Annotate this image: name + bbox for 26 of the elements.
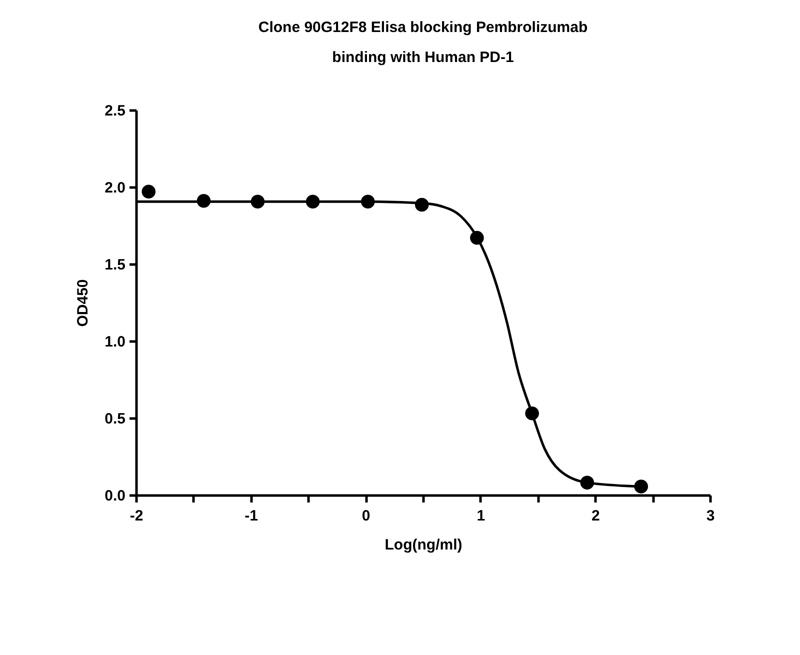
y-tick-label: 0.5	[104, 410, 126, 428]
point	[361, 194, 375, 209]
y-tick-label: 2.5	[104, 102, 126, 120]
x-axis-title: Log(ng/ml)	[384, 536, 462, 554]
point	[580, 476, 594, 490]
x-tick-label: -2	[130, 508, 144, 524]
y-tick-label: 2.0	[104, 180, 126, 196]
point	[196, 194, 211, 208]
y-tick-label: 1.0	[104, 334, 126, 350]
point	[470, 230, 484, 245]
y-tick-label: 1.5	[104, 256, 126, 274]
y-axis-title: OD450	[74, 279, 92, 327]
point	[306, 194, 320, 209]
x-tick-label: 3	[706, 508, 715, 524]
point	[142, 184, 156, 198]
point	[525, 406, 539, 420]
y-tick-label: 0.0	[104, 488, 126, 504]
point	[250, 194, 265, 209]
x-tick-label: 2	[592, 508, 600, 524]
text: Clone 90G12F8 Elisa blocking Pembrolizumab	[258, 19, 588, 36]
x-tick-label: -1	[244, 508, 258, 524]
point	[634, 480, 648, 494]
x-tick-label: 1	[476, 508, 486, 524]
text: binding with Human PD-1	[332, 49, 514, 66]
x-tick-label: 0	[362, 508, 370, 524]
point	[414, 198, 429, 212]
